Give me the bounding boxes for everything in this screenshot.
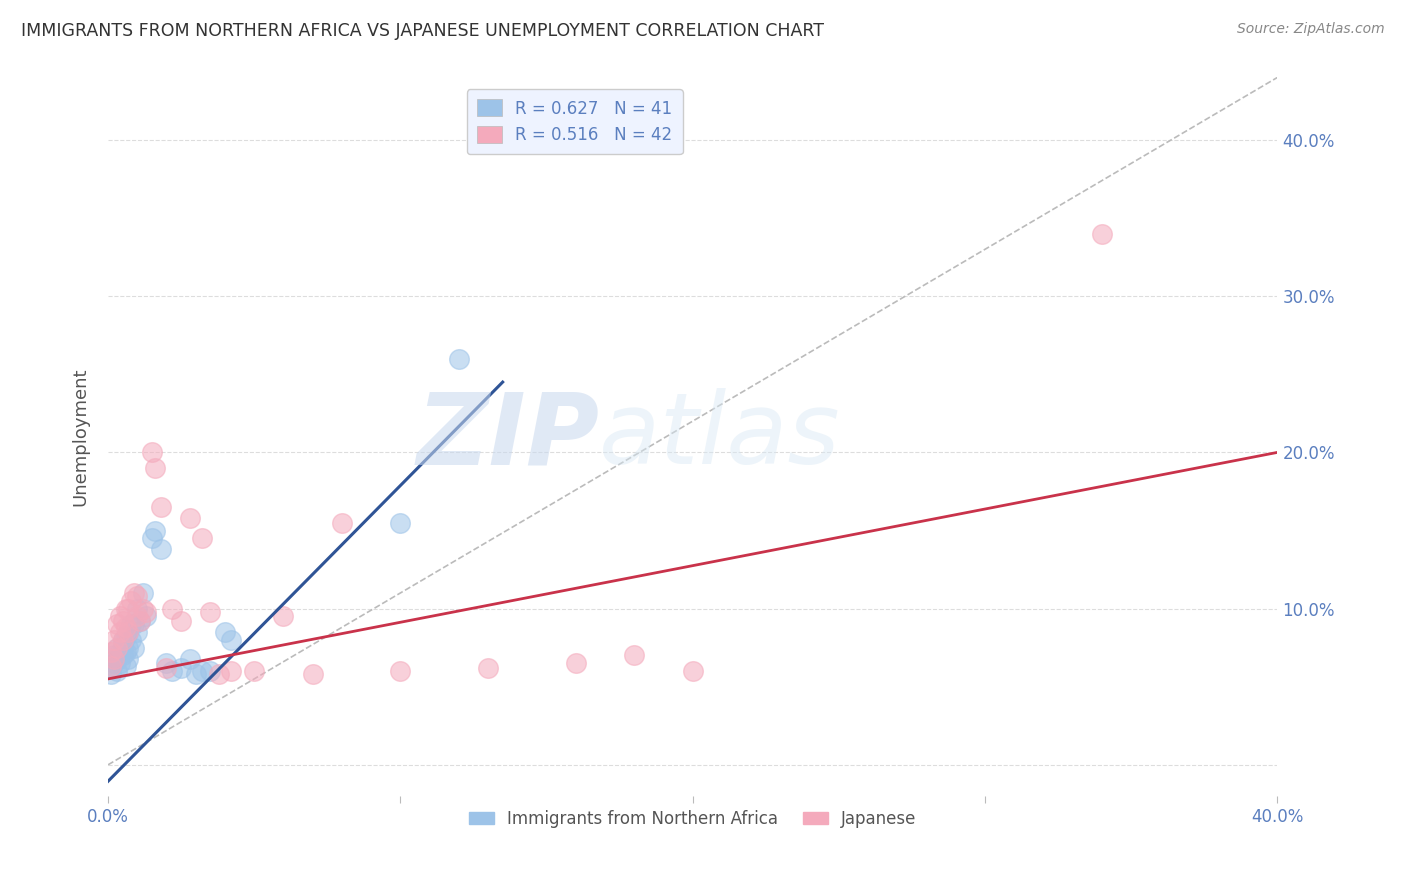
Point (108, 657, 131, 671)
Point (127, 589, 149, 603)
Point (162, 664, 184, 678)
Point (117, 625, 139, 640)
Point (190, 531, 212, 545)
Point (170, 614, 193, 628)
Point (135, 609, 157, 624)
Point (155, 661, 177, 675)
Point (120, 617, 142, 632)
Point (179, 651, 201, 665)
Point (114, 659, 136, 673)
Point (155, 657, 177, 671)
Point (108, 625, 131, 640)
Point (117, 601, 139, 615)
Point (103, 657, 125, 671)
Point (120, 632, 142, 647)
Text: Source: ZipAtlas.com: Source: ZipAtlas.com (1237, 22, 1385, 37)
Point (564, 657, 586, 671)
Point (100, 667, 122, 681)
Point (105, 651, 128, 665)
Point (124, 617, 146, 632)
Point (117, 625, 139, 640)
Point (149, 500, 172, 514)
Point (105, 617, 128, 632)
Point (141, 445, 163, 459)
Point (105, 664, 128, 678)
Point (127, 609, 149, 624)
Point (447, 351, 470, 366)
Point (301, 667, 323, 681)
Point (132, 586, 155, 600)
Point (114, 630, 136, 644)
Point (219, 664, 242, 678)
Legend: Immigrants from Northern Africa, Japanese: Immigrants from Northern Africa, Japanes… (463, 803, 924, 835)
Point (103, 632, 125, 647)
Point (132, 601, 155, 615)
Point (111, 639, 134, 653)
Point (179, 511, 201, 525)
Point (127, 625, 149, 640)
Y-axis label: Unemployment: Unemployment (72, 368, 89, 506)
Point (273, 609, 295, 624)
Point (389, 664, 412, 678)
Point (149, 542, 172, 557)
Point (184, 667, 207, 681)
Point (111, 632, 134, 647)
Point (105, 640, 128, 655)
Point (190, 664, 212, 678)
Point (129, 614, 152, 628)
Point (214, 625, 236, 640)
Point (103, 651, 125, 665)
Point (143, 461, 166, 475)
Point (200, 605, 222, 619)
Point (105, 640, 128, 655)
Point (100, 645, 122, 659)
Point (117, 651, 139, 665)
Point (129, 614, 152, 628)
Point (623, 648, 645, 663)
Point (114, 620, 136, 634)
Point (111, 648, 134, 663)
Point (127, 601, 149, 615)
Point (108, 609, 131, 624)
Point (243, 664, 266, 678)
Point (120, 594, 142, 608)
Point (100, 661, 122, 675)
Point (330, 516, 353, 530)
Point (124, 640, 146, 655)
Point (219, 632, 242, 647)
Point (111, 614, 134, 628)
Point (117, 640, 139, 655)
Point (682, 664, 704, 678)
Point (477, 661, 499, 675)
Text: atlas: atlas (599, 388, 841, 485)
Point (170, 661, 193, 675)
Point (114, 601, 136, 615)
Point (124, 586, 146, 600)
Point (1091, 227, 1114, 241)
Point (135, 605, 157, 619)
Point (108, 645, 131, 659)
Point (143, 524, 166, 538)
Point (114, 645, 136, 659)
Point (208, 667, 231, 681)
Text: IMMIGRANTS FROM NORTHERN AFRICA VS JAPANESE UNEMPLOYMENT CORRELATION CHART: IMMIGRANTS FROM NORTHERN AFRICA VS JAPAN… (21, 22, 824, 40)
Point (103, 648, 125, 663)
Point (100, 659, 122, 673)
Text: ZIP: ZIP (416, 388, 599, 485)
Point (111, 632, 134, 647)
Point (162, 601, 184, 615)
Point (200, 664, 222, 678)
Point (141, 531, 163, 545)
Point (389, 516, 412, 530)
